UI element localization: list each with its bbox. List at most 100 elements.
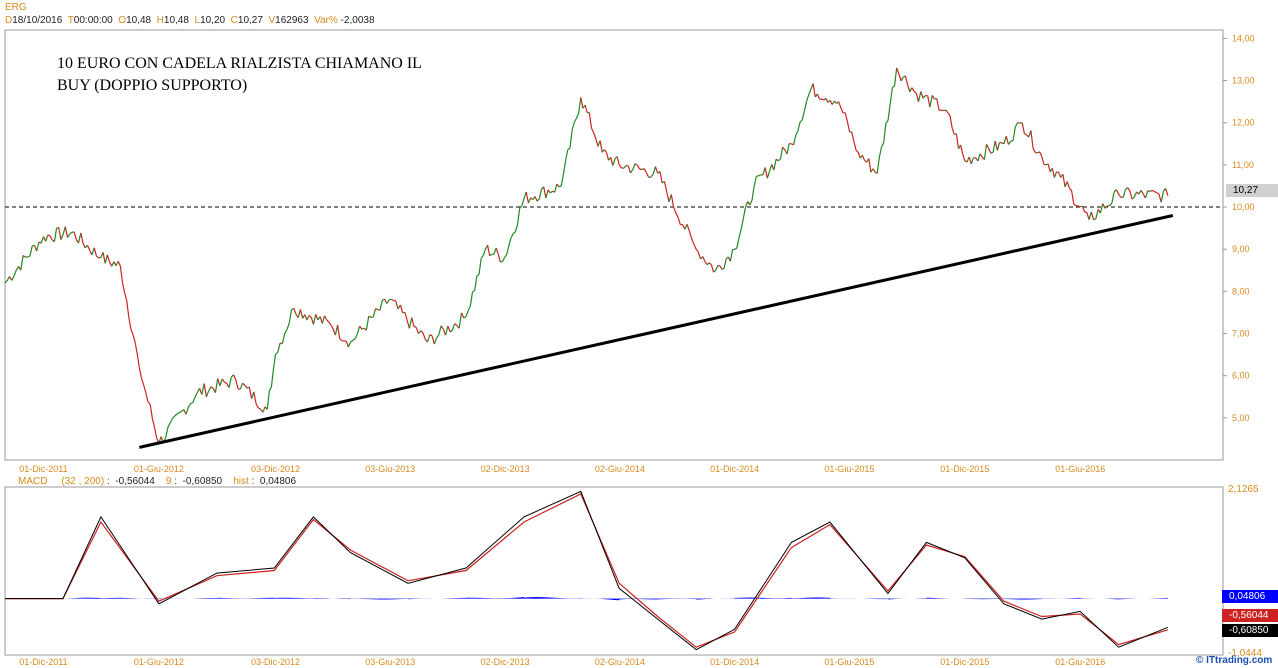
high-key: H [156,15,164,26]
price-segment [713,269,717,273]
price-segment [829,100,833,105]
price-segment [299,309,304,319]
price-segment [339,338,343,342]
price-segment [244,385,248,389]
price-segment [111,261,115,267]
hist-bar [1161,598,1165,599]
x-tick-label: 01-Giu-2015 [824,657,874,667]
hist-bar [648,598,652,600]
price-segment [93,247,97,257]
hist-bar [83,597,87,599]
price-segment [898,73,902,82]
annotation-line-1: 10 EURO CON CADELA RIALZISTA CHIAMANO IL [57,55,422,72]
price-segment [391,298,394,302]
price-segment [1084,211,1088,214]
price-segment [719,265,723,270]
hist-bar [89,597,93,599]
hist-bar [125,598,129,599]
price-segment [580,97,584,109]
hist-bar [92,597,96,599]
price-segment [91,247,95,256]
price-segment [861,154,866,161]
price-segment [1047,163,1051,172]
price-segment [734,247,738,250]
price-segment [196,388,201,393]
hist-bar [743,597,747,599]
hist-bar [550,597,554,599]
price-segment [786,143,790,155]
hist-bar [663,598,667,600]
price-segment [465,310,469,317]
price-segment [232,374,237,381]
hist-bar [210,598,214,599]
hist-bar [935,598,939,599]
price-segment [812,83,816,98]
price-segment [616,156,620,166]
price-segment [569,130,573,149]
price-segment [612,158,616,166]
price-segment [779,146,784,160]
price-segment [1149,189,1153,193]
hist-bar [289,597,293,599]
price-segment [929,95,933,108]
price-segment [361,327,365,330]
price-segment [221,378,225,383]
y-tick-label: 13,00 [1232,76,1255,86]
price-segment [990,151,994,154]
price-segment [686,224,690,232]
price-segment [203,383,207,397]
price-segment [949,115,953,129]
hist-bar [607,598,611,600]
price-segment [738,228,742,239]
price-segment [556,183,560,188]
last-price-badge: 10,27 [1226,184,1278,197]
hist-bar [746,597,750,599]
hist-bar [1074,598,1078,599]
price-segment [695,248,699,253]
price-segment [907,84,911,92]
price-segment [708,262,712,266]
hist-bar [800,598,804,599]
hist-bar [541,597,545,599]
ohlc-header: D18/10/2016 T00:00:00 O10,48 H10,48 L10,… [5,15,375,26]
price-segment [426,334,431,343]
price-segment [239,382,244,390]
macd-params: (32 , 200) [61,476,105,487]
price-segment [1073,203,1077,207]
footer-credit: © ITtrading.com [1196,655,1273,666]
price-segment [350,339,354,343]
price-segment [915,93,920,102]
price-segment [1039,151,1043,157]
hist-bar [521,597,524,599]
hist-bar [881,598,885,600]
hist-bar [821,597,824,599]
price-segment [900,76,904,82]
price-segment [960,144,964,155]
price-segment [777,158,781,162]
hist-bar [77,597,81,599]
price-segment [1156,192,1160,195]
hist-bar [699,598,703,600]
price-segment [857,152,861,159]
x-tick-label: 03-Dic-2012 [251,657,300,667]
price-segment [844,112,848,122]
price-segment [138,367,143,379]
price-segment [560,174,564,187]
price-segment [71,231,75,233]
price-segment [11,275,15,281]
price-segment [1010,139,1014,142]
price-segment [677,217,681,225]
price-segment [1077,205,1081,208]
hist-bar [1018,598,1022,600]
price-segment [310,317,315,325]
price-segment [128,316,132,330]
price-segment [487,245,491,256]
hist-bar [547,597,551,599]
price-segment [710,264,715,273]
price-segment [266,390,270,410]
price-segment [337,325,341,339]
price-segment [136,353,140,368]
price-segment [60,234,64,240]
price-segment [627,165,632,174]
price-segment [838,101,842,109]
